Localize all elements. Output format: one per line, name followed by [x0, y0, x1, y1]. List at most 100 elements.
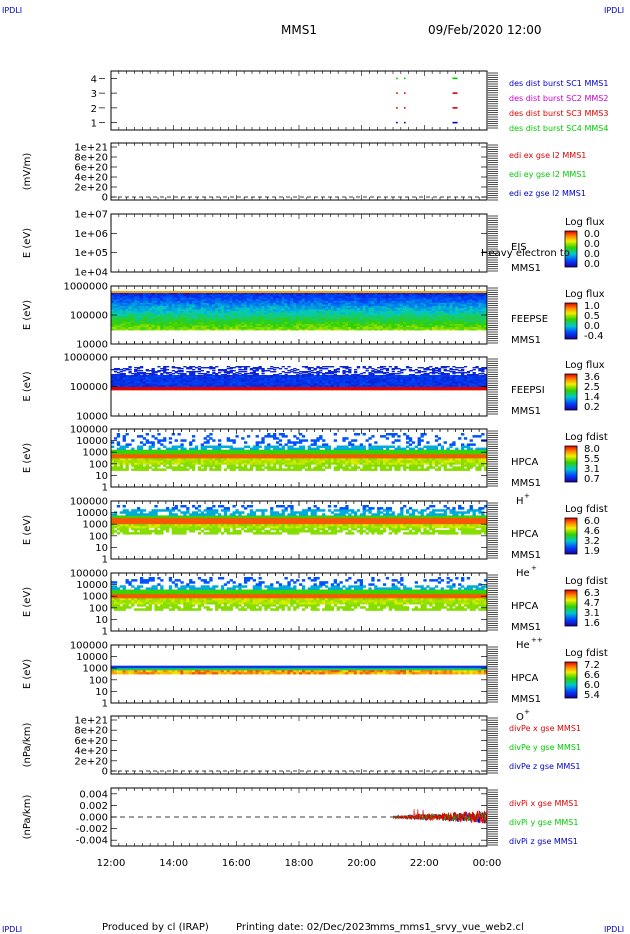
feepse-pixel [423, 305, 427, 308]
feepsi-pixel [111, 385, 115, 387]
feepse-pixel [388, 305, 392, 308]
feepse-pixel [241, 308, 245, 311]
feepse-pixel [290, 328, 294, 331]
feepse-pixel [186, 310, 190, 313]
feepse-pixel [229, 302, 233, 305]
feepse-pixel [351, 326, 355, 329]
edi-legend-entry: edi ez gse l2 MMS1 [509, 189, 586, 198]
feepse-pixel [310, 323, 314, 326]
feepse-pixel [434, 328, 439, 331]
feepse-pixel [284, 321, 288, 324]
feepse-pixel [362, 323, 366, 326]
feepsi-pixel [154, 375, 158, 377]
feepse-pixel [333, 300, 337, 303]
feepsi-pixel [235, 377, 239, 379]
feepse-pixel [322, 318, 326, 321]
feepse-pixel [166, 325, 170, 328]
feepse-pixel [301, 305, 306, 308]
feepse-pixel [368, 299, 372, 302]
feepse-pixel [475, 328, 479, 331]
feepse-pixel [333, 328, 337, 331]
feepse-pixel [446, 321, 450, 324]
feepse-pixel [223, 315, 228, 318]
feepse-pixel [119, 294, 123, 297]
feepsi-pixel [142, 381, 147, 383]
feepsi-pixel [122, 380, 126, 382]
feepsi-pixel [145, 376, 149, 378]
feepse-pixel [246, 325, 251, 328]
feepse-pixel [171, 292, 175, 295]
feepse-pixel [206, 317, 210, 319]
feepse-pixel [229, 328, 233, 331]
feepse-pixel [264, 295, 268, 298]
feepse-pixel [278, 315, 283, 318]
feepsi-pixel [151, 384, 155, 386]
feepse-pixel [241, 325, 245, 328]
feepse-pixel [113, 292, 118, 295]
feepse-pixel [197, 297, 202, 300]
feepse-pixel [189, 295, 193, 298]
feepse-pixel [484, 305, 488, 308]
feepse-pixel [194, 313, 199, 316]
feepse-pixel [452, 297, 456, 300]
feepse-pixel [377, 323, 381, 326]
feepsi-pixel [209, 380, 213, 382]
feepse-pixel [209, 317, 213, 319]
feepse-pixel [249, 318, 254, 321]
feepse-pixel [449, 299, 453, 302]
feepse-pixel [177, 291, 181, 293]
feepse-pixel [192, 326, 196, 329]
feepsi-pixel [139, 382, 144, 384]
feepse-pixel [218, 312, 222, 315]
feepsi-pixel [142, 376, 147, 378]
feepsi-pixel [122, 384, 126, 386]
feepse-pixel [113, 294, 118, 297]
feepse-pixel [267, 325, 271, 328]
feepse-pixel [356, 321, 361, 324]
eis-colorbar-tick: 0.0 [584, 249, 600, 260]
feepse-pixel [177, 313, 181, 316]
feepse-pixel [316, 312, 320, 315]
feepse-pixel [461, 312, 465, 315]
feepse-pixel [432, 325, 436, 328]
feepse-pixel [203, 317, 207, 319]
feepsi-pixel [157, 386, 161, 388]
feepse-pixel [452, 315, 456, 318]
feepse-pixel [157, 295, 161, 298]
burst-mark [452, 92, 458, 94]
feepse-pixel [174, 328, 178, 331]
feepse-pixel [137, 297, 141, 300]
feepse-pixel [180, 313, 184, 316]
feepsi-pixel [157, 385, 161, 387]
feepse-pixel [351, 323, 355, 326]
feepse-pixel [296, 328, 300, 331]
feepse-pixel [206, 323, 210, 326]
feepse-pixel [183, 325, 187, 328]
feepse-pixel [423, 292, 427, 295]
feepse-pixel [273, 308, 277, 311]
feepse-pixel [189, 299, 193, 302]
feepse-pixel [304, 328, 309, 331]
feepse-pixel [406, 302, 410, 305]
feepse-pixel [134, 325, 138, 328]
feepse-pixel [322, 320, 326, 323]
feepse-pixel [351, 297, 355, 300]
feepsi-pixel [163, 369, 167, 371]
feepse-pixel [229, 291, 233, 293]
feepse-pixel [194, 325, 199, 328]
feepse-pixel [212, 317, 216, 319]
feepse-pixel [206, 328, 210, 331]
feepse-pixel [122, 320, 126, 323]
feepsi-pixel [192, 379, 196, 381]
feepse-pixel [252, 325, 256, 328]
feepse-pixel [327, 320, 332, 323]
feepse-pixel [229, 318, 233, 321]
feepsi-pixel [154, 380, 158, 382]
feepsi-pixel [157, 378, 161, 380]
feepse-pixel [374, 294, 378, 297]
feepse-pixel [220, 317, 225, 319]
feepse-pixel [209, 318, 213, 321]
feepse-pixel [192, 307, 196, 310]
feepse-pixel [200, 305, 204, 308]
feepsi-pixel [122, 370, 126, 372]
